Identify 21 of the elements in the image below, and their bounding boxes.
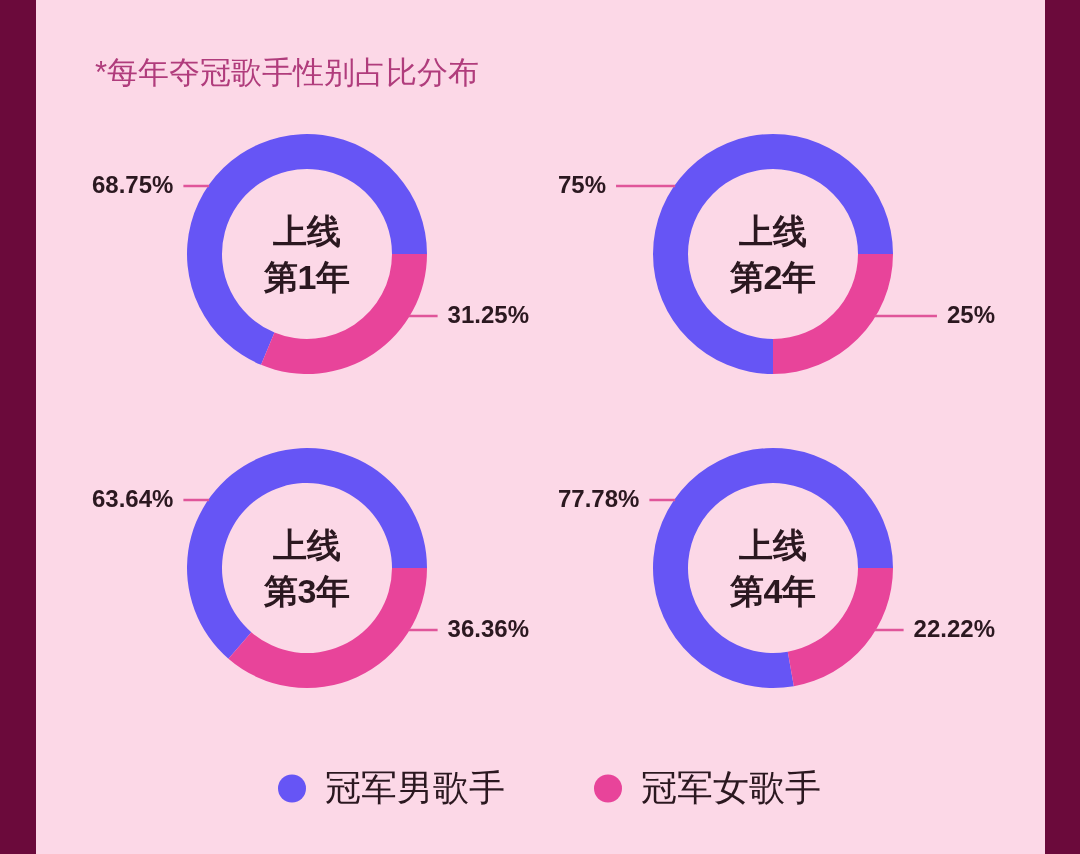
- legend-label: 冠军女歌手: [641, 766, 821, 808]
- text: 上线第3年: [262, 526, 351, 610]
- donut-slice: [653, 448, 893, 688]
- data-label: 22.22%: [913, 615, 996, 642]
- text: 上线第2年: [728, 212, 817, 296]
- donut-slice: [261, 254, 427, 374]
- data-label: 63.64%: [92, 485, 174, 512]
- data-label: 68.75%: [92, 171, 174, 198]
- donut-slice: [187, 448, 427, 659]
- data-label: 31.25%: [447, 301, 530, 328]
- data-label: 75%: [558, 171, 607, 198]
- donut-slice: [653, 134, 893, 374]
- legend-label: 冠军男歌手: [325, 766, 505, 808]
- data-label: 36.36%: [447, 615, 530, 642]
- data-label: 25%: [946, 301, 996, 328]
- text: 上线第4年: [728, 526, 817, 610]
- donut-slice: [228, 568, 427, 688]
- text: 上线第1年: [262, 212, 351, 296]
- text: *每年夺冠歌手性别占比分布: [95, 55, 480, 90]
- data-label: 77.78%: [558, 485, 640, 512]
- donut-slice: [187, 134, 427, 365]
